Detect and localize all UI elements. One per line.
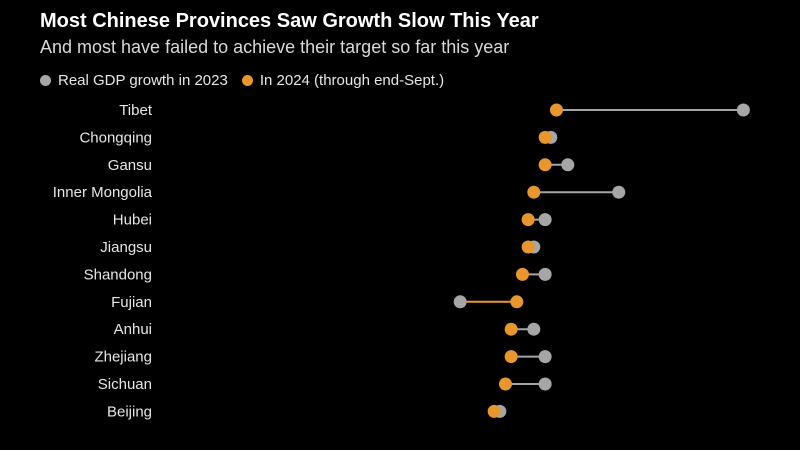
point-2024-shandong [515,267,529,281]
point-2023-tibet [736,103,750,117]
point-2024-sichuan [498,377,512,391]
point-2024-hubei [521,213,535,227]
category-label-anhui: Anhui [114,321,152,338]
category-label-beijing: Beijing [107,403,152,420]
point-2023-hubei [538,213,552,227]
chart-title: Most Chinese Provinces Saw Growth Slow T… [40,10,539,32]
point-2024-chongqing [538,130,552,144]
category-label-shandong: Shandong [84,266,152,283]
point-2023-fujian [453,295,467,309]
legend-swatch-2023 [40,75,51,86]
point-2024-inner-mongolia [527,185,541,199]
legend-item-2024: In 2024 (through end-Sept.) [241,72,445,89]
category-label-sichuan: Sichuan [98,376,152,393]
point-2023-sichuan [538,377,552,391]
category-label-fujian: Fujian [111,294,152,311]
category-label-hubei: Hubei [113,212,152,229]
point-2024-jiangsu [521,240,535,254]
point-2024-tibet [549,103,563,117]
point-2023-zhejiang [538,350,552,364]
chart-subtitle: And most have failed to achieve their ta… [40,37,510,57]
legend-item-2023: Real GDP growth in 2023 [40,72,228,89]
point-2024-zhejiang [504,350,518,364]
point-2024-fujian [510,295,524,309]
legend-label-2024: In 2024 (through end-Sept.) [259,72,445,89]
category-label-chongqing: Chongqing [79,129,152,146]
point-2023-gansu [561,158,575,172]
category-label-gansu: Gansu [108,157,152,174]
point-2023-shandong [538,267,552,281]
point-2023-anhui [527,322,541,336]
point-2024-beijing [487,404,501,418]
category-label-tibet: Tibet [119,102,153,119]
legend-swatch-2024 [241,75,253,86]
category-label-zhejiang: Zhejiang [94,349,152,366]
point-2023-inner-mongolia [612,185,626,199]
legend-label-2023: Real GDP growth in 2023 [58,72,228,89]
legend: Real GDP growth in 2023 In 2024 (through… [40,72,458,89]
category-label-inner-mongolia: Inner Mongolia [53,184,153,201]
point-2024-gansu [538,158,552,172]
point-2024-anhui [504,322,518,336]
category-label-jiangsu: Jiangsu [100,239,152,256]
